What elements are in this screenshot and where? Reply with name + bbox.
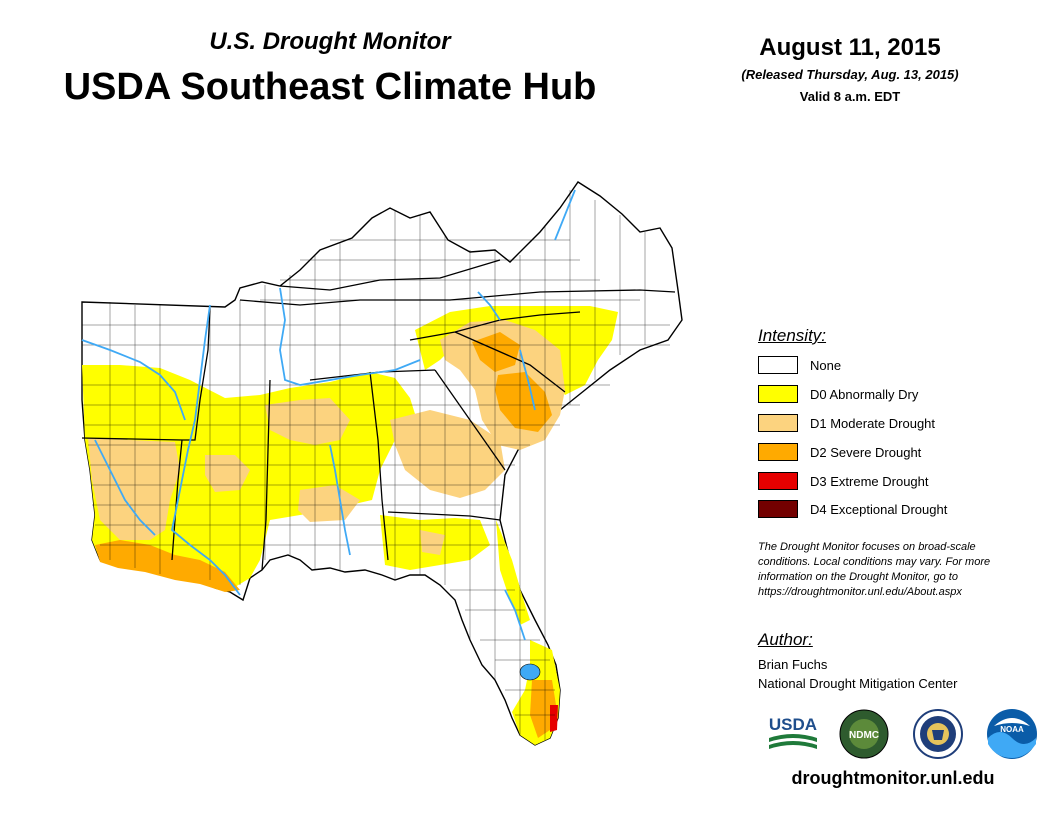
legend-item-d1: D1 Moderate Drought: [758, 414, 1038, 434]
note-line: The Drought Monitor focuses on broad-sca…: [758, 541, 976, 553]
commerce-seal-icon: [913, 709, 963, 759]
legend-label: D1 Moderate Drought: [810, 416, 936, 431]
ndmc-logo-text: NDMC: [849, 730, 879, 741]
d2-areas: [95, 332, 556, 738]
swatch-d4: [758, 500, 798, 518]
map-subtitle: U.S. Drought Monitor: [209, 28, 451, 55]
swatch-d1: [758, 414, 798, 432]
note-link[interactable]: https://droughtmonitor.unl.edu/About.asp…: [758, 586, 962, 598]
legend-label: D0 Abnormally Dry: [810, 387, 919, 402]
legend-item-d0: D0 Abnormally Dry: [758, 385, 1038, 405]
map-title: USDA Southeast Climate Hub: [63, 66, 597, 108]
release-date: (Released Thursday, Aug. 13, 2015): [741, 67, 959, 82]
legend-item-d4: D4 Exceptional Drought: [758, 500, 1038, 520]
author-org: National Drought Mitigation Center: [758, 676, 958, 691]
ndmc-logo: NDMC: [839, 709, 889, 759]
legend-label: None: [810, 358, 842, 373]
drought-map: [81, 181, 683, 746]
swatch-none: [758, 356, 798, 374]
noaa-logo: NOAA: [987, 709, 1037, 759]
note-line: conditions. Local conditions may vary. F…: [758, 556, 991, 568]
drought-monitor-note: The Drought Monitor focuses on broad-sca…: [758, 540, 1048, 600]
legend-label: D2 Severe Drought: [810, 445, 922, 460]
author-name: Brian Fuchs: [758, 657, 828, 672]
author-title: Author:: [758, 630, 813, 649]
valid-time: Valid 8 a.m. EDT: [799, 89, 901, 104]
legend-item-none: None: [758, 356, 1038, 376]
legend-label: D3 Extreme Drought: [810, 474, 929, 489]
swatch-d2: [758, 443, 798, 461]
lake-okeechobee: [519, 663, 541, 681]
d3-area: [550, 705, 558, 732]
website-link[interactable]: droughtmonitor.unl.edu: [791, 768, 995, 788]
legend-item-d3: D3 Extreme Drought: [758, 472, 1038, 492]
note-line: information on the Drought Monitor, go t…: [758, 571, 958, 583]
swatch-d0: [758, 385, 798, 403]
legend-item-d2: D2 Severe Drought: [758, 443, 1038, 463]
map-date: August 11, 2015: [759, 34, 941, 61]
rivers: [81, 189, 576, 641]
usda-logo: USDA: [769, 715, 817, 749]
swatch-d3: [758, 472, 798, 490]
legend-label: D4 Exceptional Drought: [810, 502, 948, 517]
county-lines: [82, 190, 670, 740]
legend-title: Intensity:: [758, 326, 827, 345]
noaa-logo-text: NOAA: [1000, 725, 1024, 734]
usda-logo-text: USDA: [769, 715, 817, 734]
